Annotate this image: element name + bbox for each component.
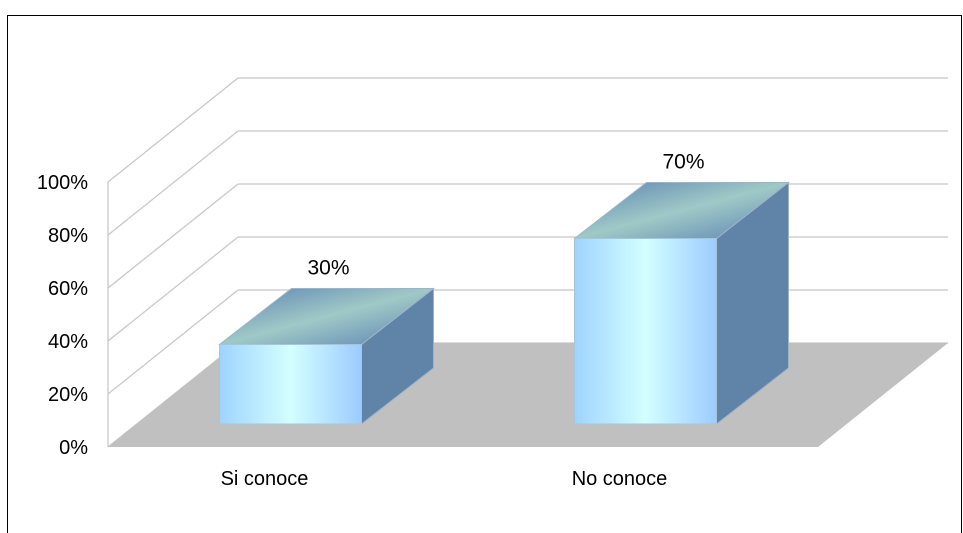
gridline-100 [107, 77, 948, 183]
y-tick-label: 80% [48, 225, 88, 247]
gridline-80 [107, 130, 948, 236]
bar-front-face [219, 344, 362, 425]
chart-labels: 0% 20% 40% 60% 80% 100% 30% Si conoce 70% No cono… [37, 151, 705, 491]
y-tick-label: 0% [59, 437, 88, 459]
bar-front-face [574, 238, 717, 425]
y-tick-label: 40% [48, 331, 88, 353]
chart-bars [218, 181, 790, 426]
gridline-40 [107, 236, 948, 342]
gridline-diagonal [107, 289, 239, 395]
y-tick-label: 20% [48, 384, 88, 406]
y-tick-label: 100% [37, 172, 88, 194]
gridline-diagonal [107, 183, 239, 289]
data-label: 70% [662, 151, 704, 174]
gridline-60 [107, 183, 948, 289]
gridline-diagonal [107, 77, 239, 183]
gridline-diagonal [107, 236, 239, 342]
bar-0 [218, 287, 435, 426]
x-category-label: No conoce [572, 468, 668, 490]
x-category-label: Si conoce [221, 468, 309, 490]
y-tick-label: 60% [48, 278, 88, 300]
gridline-diagonal [107, 130, 239, 236]
data-label: 30% [307, 257, 349, 280]
bar-1 [573, 181, 790, 426]
